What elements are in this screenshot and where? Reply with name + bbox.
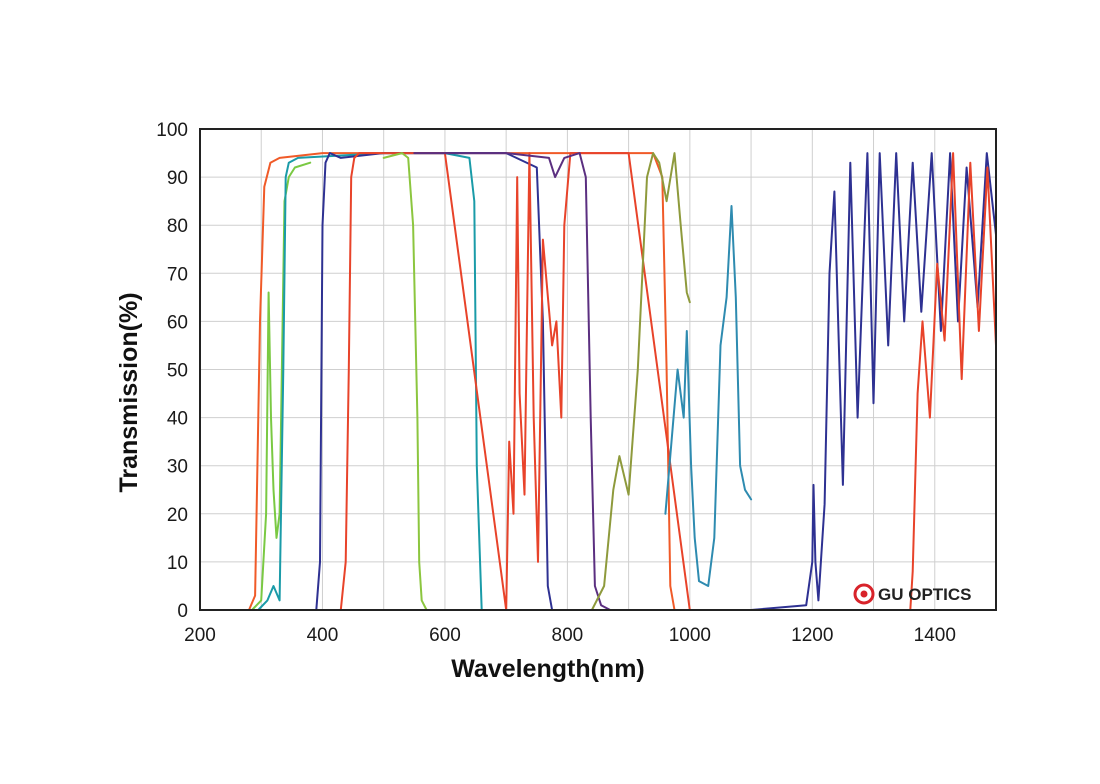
y-tick-label: 10 — [167, 553, 188, 574]
y-axis-ticks: 0 10 20 30 40 50 60 70 80 90 100 — [156, 120, 188, 622]
x-tick-label: 200 — [184, 625, 216, 646]
y-tick-label: 90 — [167, 168, 188, 189]
series-line-7 — [413, 152, 612, 611]
series-line-2 — [251, 161, 312, 611]
plot-frame — [199, 128, 997, 611]
x-tick-label: 1400 — [914, 625, 956, 646]
series-line-6 — [382, 152, 428, 611]
series-line-5 — [339, 152, 997, 611]
y-tick-label: 70 — [167, 264, 188, 285]
gu-optics-logo: GU OPTICS — [853, 583, 972, 605]
y-tick-label: 60 — [167, 312, 188, 333]
x-axis-title: Wavelength(nm) — [451, 655, 645, 683]
x-axis-ticks: 200 400 600 800 1000 1200 1400 — [184, 625, 956, 646]
x-tick-label: 600 — [429, 625, 461, 646]
series-line-1 — [248, 152, 676, 611]
x-tick-label: 800 — [552, 625, 584, 646]
y-tick-label: 30 — [167, 457, 188, 478]
y-tick-label: 50 — [167, 361, 188, 382]
series-line-8 — [590, 152, 691, 611]
y-axis-title: Transmission(%) — [115, 292, 143, 492]
x-tick-label: 1000 — [669, 625, 711, 646]
y-tick-label: 0 — [177, 601, 188, 622]
logo-icon-dot — [860, 590, 868, 598]
series-line-9 — [664, 205, 753, 587]
y-tick-label: 80 — [167, 216, 188, 237]
series-line-3 — [257, 152, 483, 611]
y-tick-label: 40 — [167, 409, 188, 430]
logo-text: GU OPTICS — [878, 585, 972, 604]
x-tick-label: 1200 — [791, 625, 833, 646]
series-lines — [248, 152, 997, 611]
y-tick-label: 100 — [156, 120, 188, 141]
y-tick-label: 20 — [167, 505, 188, 526]
x-tick-label: 400 — [307, 625, 339, 646]
